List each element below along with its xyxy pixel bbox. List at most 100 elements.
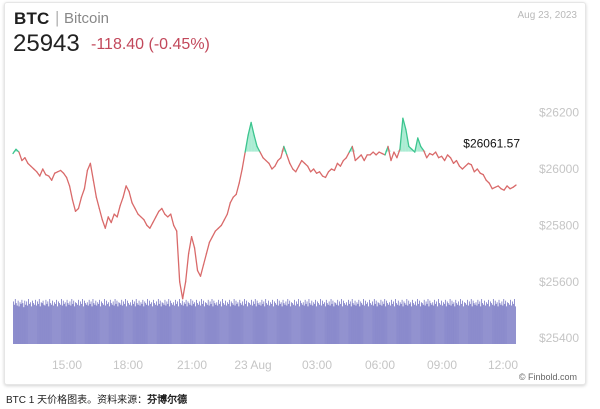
volume-bar bbox=[381, 305, 383, 344]
price-line-segment bbox=[65, 176, 71, 187]
price-line-segment bbox=[24, 157, 29, 165]
volume-bar bbox=[279, 303, 281, 344]
volume-bar bbox=[270, 302, 271, 344]
asset-symbol: BTC bbox=[14, 9, 50, 28]
price-line-segment bbox=[324, 171, 330, 179]
volume-bar bbox=[315, 299, 316, 344]
volume-bar bbox=[194, 302, 196, 344]
price-line-segment bbox=[149, 221, 154, 229]
volume-bar bbox=[219, 303, 220, 344]
price-line-segment bbox=[98, 207, 103, 221]
volume-bar bbox=[97, 302, 99, 344]
volume-bar bbox=[423, 299, 425, 344]
volume-bar bbox=[51, 304, 52, 344]
volume-bar bbox=[151, 302, 152, 344]
volume-bar bbox=[84, 300, 85, 344]
volume-bar bbox=[378, 303, 380, 344]
price-line-segment bbox=[71, 199, 77, 212]
volume-bar bbox=[180, 304, 182, 344]
volume-bar bbox=[345, 304, 346, 344]
price-line-segment bbox=[268, 162, 273, 170]
price-line-segment bbox=[21, 157, 26, 162]
price-line-segment bbox=[497, 185, 502, 190]
price-line-segment bbox=[455, 159, 461, 167]
volume-bar bbox=[25, 304, 27, 344]
volume-bar bbox=[395, 299, 396, 344]
volume-bar bbox=[506, 306, 507, 344]
volume-bar bbox=[99, 299, 100, 344]
volume-bar bbox=[396, 303, 397, 344]
price-line-segment bbox=[202, 252, 208, 266]
price-line-segment bbox=[426, 152, 431, 159]
volume-bar bbox=[62, 300, 64, 344]
price-line-segment bbox=[342, 157, 348, 162]
volume-bar bbox=[145, 303, 147, 344]
volume-bar bbox=[90, 301, 92, 344]
volume-bar bbox=[49, 299, 51, 344]
volume-bar bbox=[118, 302, 120, 344]
volume-bar bbox=[119, 303, 121, 344]
price-line-segment bbox=[354, 157, 359, 162]
price-line-segment bbox=[405, 128, 410, 148]
volume-bar bbox=[16, 305, 18, 344]
price-line-segment bbox=[309, 168, 315, 173]
volume-bar bbox=[484, 300, 485, 344]
volume-bar bbox=[290, 306, 292, 344]
price-line-segment bbox=[473, 168, 478, 173]
x-tick-label: 18:00 bbox=[113, 358, 143, 372]
volume-bar bbox=[201, 299, 202, 344]
price-line-segment bbox=[119, 196, 124, 207]
volume-bar bbox=[241, 304, 243, 344]
volume-bar bbox=[507, 302, 508, 344]
volume-bar bbox=[497, 306, 499, 344]
volume-bar bbox=[59, 303, 60, 344]
volume-bar bbox=[291, 302, 292, 344]
price-line-segment bbox=[116, 205, 121, 218]
volume-bar bbox=[98, 303, 100, 344]
price-line-segment bbox=[408, 145, 413, 150]
volume-bar bbox=[177, 301, 178, 344]
reference-price-label: $26061.57 bbox=[463, 137, 520, 151]
volume-bar bbox=[348, 299, 349, 344]
volume-bar bbox=[211, 299, 213, 344]
volume-bar bbox=[166, 301, 168, 344]
price-line-segment bbox=[62, 172, 68, 179]
price-line-segment bbox=[348, 145, 353, 153]
volume-bar bbox=[36, 305, 37, 344]
price-line-segment bbox=[15, 148, 20, 153]
volume-bar bbox=[238, 306, 240, 344]
volume-bar bbox=[176, 303, 177, 344]
volume-bar bbox=[228, 299, 230, 344]
above-reference-area bbox=[248, 122, 252, 152]
price-line-segment bbox=[208, 236, 214, 243]
volume-bar bbox=[100, 306, 101, 344]
volume-bar bbox=[288, 303, 290, 344]
volume-bar bbox=[480, 306, 482, 344]
price-line-segment bbox=[173, 224, 178, 232]
volume-bar bbox=[43, 304, 45, 344]
price-line-segment bbox=[27, 162, 32, 167]
volume-bar bbox=[35, 299, 36, 344]
volume-bar bbox=[202, 303, 203, 344]
volume-bar bbox=[74, 306, 76, 344]
volume-bar bbox=[29, 303, 30, 344]
volume-bar bbox=[330, 299, 332, 344]
volume-bar bbox=[54, 302, 55, 344]
price-line-segment bbox=[402, 117, 407, 131]
price-line-segment bbox=[357, 154, 362, 159]
volume-bar bbox=[132, 299, 133, 344]
volume-bar bbox=[300, 300, 301, 344]
volume-bar bbox=[323, 303, 324, 344]
volume-bar bbox=[375, 300, 377, 344]
price-line-segment bbox=[283, 145, 288, 156]
price-line-segment bbox=[423, 150, 428, 159]
volume-bar bbox=[457, 304, 459, 344]
volume-bar bbox=[499, 303, 501, 344]
price-line-segment bbox=[125, 185, 130, 193]
volume-bar bbox=[380, 299, 382, 344]
price-line-segment bbox=[226, 202, 231, 215]
volume-bar bbox=[207, 299, 209, 344]
price-line-segment bbox=[452, 159, 458, 165]
volume-bar bbox=[264, 306, 266, 344]
price-line-segment bbox=[170, 213, 175, 227]
